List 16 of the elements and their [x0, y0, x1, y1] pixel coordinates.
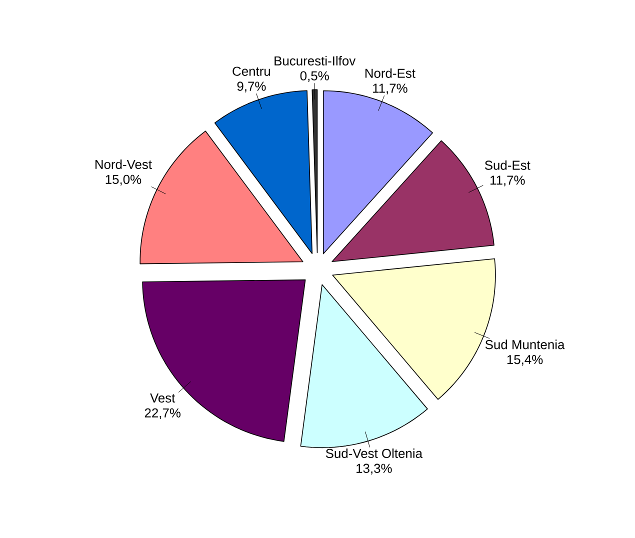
- slice-label: Sud-Vest Oltenia: [326, 448, 422, 458]
- slice-label: Sud Muntenia: [485, 340, 565, 350]
- data-label: 11,7%: [490, 176, 525, 186]
- data-label: 9,7%: [237, 82, 266, 92]
- data-label: 13,3%: [356, 464, 392, 474]
- data-label: 15,0%: [106, 174, 142, 186]
- slice-label: Vest: [150, 394, 176, 403]
- data-label: 0,5%: [300, 71, 329, 82]
- slice-label: Nord-Est: [365, 68, 416, 78]
- data-label: 15,4%: [507, 355, 543, 366]
- slice-label: Bucuresti-Ilfov: [274, 56, 356, 66]
- data-label: 11,7%: [373, 84, 408, 94]
- slice-label: Nord-Vest: [95, 160, 152, 170]
- slice-label: Centru: [232, 66, 270, 76]
- slice-label: Sud-Est: [484, 160, 530, 170]
- data-label: 22,7%: [144, 408, 181, 420]
